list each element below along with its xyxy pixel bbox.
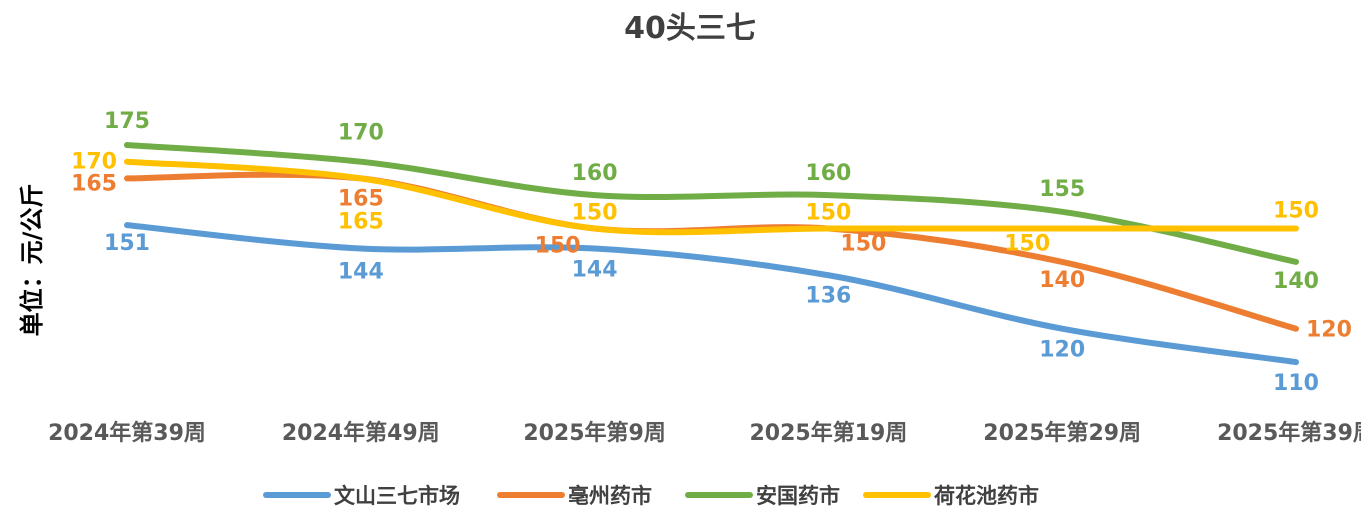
data-label: 170 [338, 121, 384, 146]
x-tick-label: 2025年第29周 [983, 420, 1141, 446]
data-label: 150 [1004, 232, 1050, 257]
data-label: 150 [535, 234, 581, 259]
data-label: 140 [1039, 268, 1085, 293]
data-label: 175 [104, 109, 150, 134]
data-label: 120 [1306, 318, 1352, 343]
data-label: 150 [572, 201, 618, 226]
x-tick-label: 2025年第19周 [749, 420, 907, 446]
data-label: 144 [338, 260, 384, 285]
data-label: 120 [1039, 338, 1085, 363]
data-label: 170 [71, 150, 117, 175]
data-label: 136 [805, 283, 851, 308]
data-label: 160 [572, 161, 618, 186]
data-label: 165 [71, 171, 117, 196]
x-tick-label: 2025年第39周 [1217, 420, 1361, 446]
legend-label: 文山三七市场 [334, 484, 460, 508]
legend-item: 安国药市 [685, 484, 840, 508]
data-label: 165 [338, 186, 384, 211]
legend-label: 荷花池药市 [934, 484, 1039, 508]
series-line [124, 158, 1299, 236]
data-label: 110 [1273, 371, 1319, 396]
legend-label: 安国药市 [756, 484, 840, 508]
series-line [124, 142, 1299, 265]
legend-item: 文山三七市场 [263, 484, 460, 508]
y-axis-label: 单位：元/公斤 [18, 184, 46, 337]
data-label: 150 [840, 232, 886, 257]
data-label: 165 [338, 209, 384, 234]
legend-label: 亳州药市 [568, 484, 652, 508]
x-tick-label: 2025年第9周 [523, 420, 666, 446]
legend-item: 亳州药市 [497, 484, 652, 508]
series-line [124, 222, 1299, 366]
chart-title: 40头三七 [624, 11, 756, 46]
x-tick-label: 2024年第49周 [282, 420, 440, 446]
data-label: 144 [572, 258, 618, 283]
legend-item: 荷花池药市 [863, 484, 1039, 508]
data-label: 140 [1273, 269, 1319, 294]
data-label: 150 [1273, 199, 1319, 224]
data-label: 155 [1039, 177, 1085, 202]
x-tick-label: 2024年第39周 [48, 420, 206, 446]
data-label: 151 [104, 231, 150, 256]
data-label: 160 [805, 161, 851, 186]
data-label: 150 [805, 201, 851, 226]
